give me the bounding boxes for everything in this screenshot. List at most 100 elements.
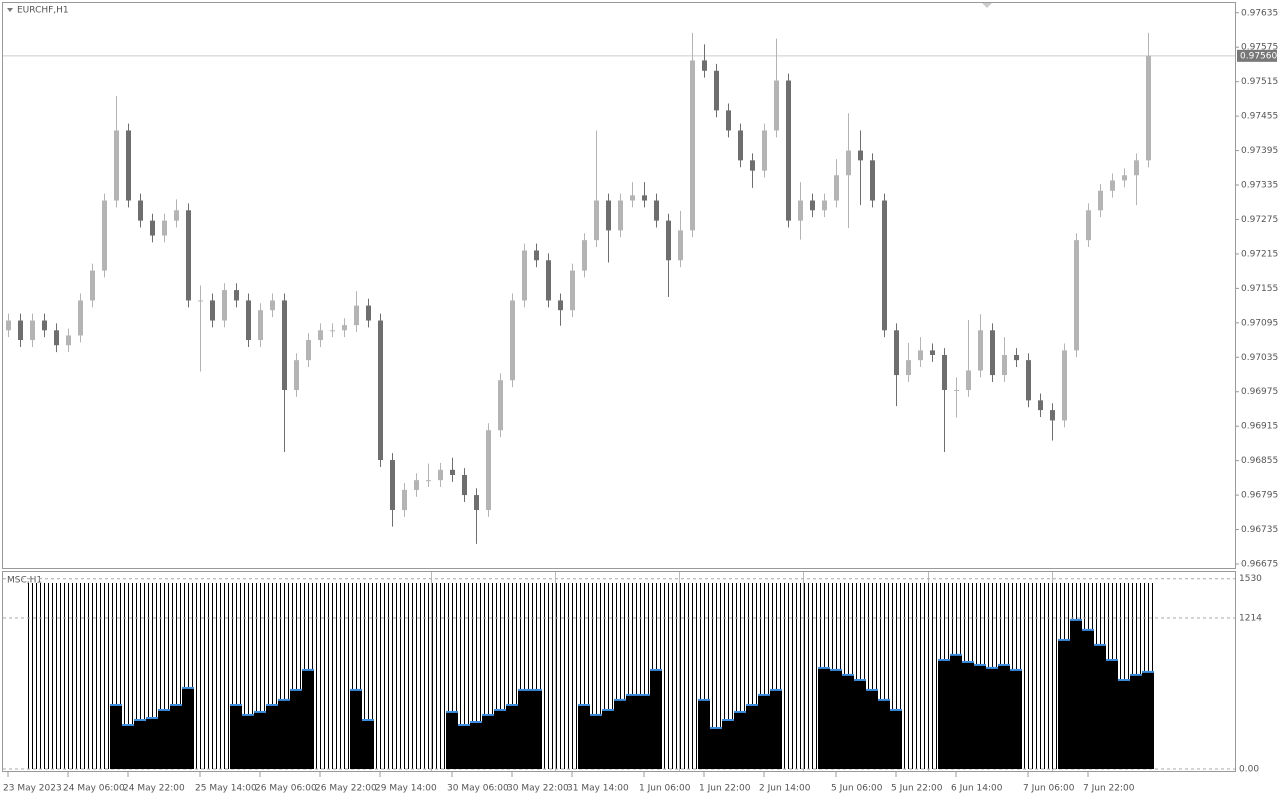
candle-body — [1050, 410, 1055, 421]
bar — [698, 699, 710, 769]
bar — [974, 664, 986, 769]
x-tick-label: 26 May 22:00 — [315, 784, 377, 794]
bar — [1106, 659, 1118, 769]
bar — [482, 714, 494, 769]
candle-body — [642, 195, 647, 201]
candle-body — [870, 160, 875, 201]
y-tick-label: 0.97215 — [1241, 249, 1278, 259]
candle-body — [678, 230, 683, 261]
bar — [254, 711, 266, 769]
y-tick-label: 0.97095 — [1241, 318, 1278, 328]
bar — [1058, 639, 1070, 769]
candle-body — [1098, 190, 1103, 211]
candle-body — [402, 489, 407, 511]
y-tick-label: 0.97515 — [1241, 77, 1278, 87]
candle-body — [762, 130, 767, 171]
bar — [362, 720, 374, 769]
x-tick-label: 30 May 22:00 — [507, 784, 569, 794]
y-tick-label: 0.96675 — [1241, 559, 1278, 569]
y-tick-label: 0.97455 — [1241, 112, 1278, 122]
bar — [1142, 671, 1154, 769]
candle-body — [1038, 400, 1043, 411]
bar — [1118, 679, 1130, 769]
bar — [986, 667, 998, 769]
x-tick-label: 7 Jun 06:00 — [1023, 784, 1075, 794]
bar — [890, 709, 902, 769]
candle-body — [618, 200, 623, 231]
candle-body — [246, 300, 251, 341]
x-tick-label: 29 May 14:00 — [375, 784, 437, 794]
candle-body — [846, 150, 851, 176]
bar — [530, 689, 542, 769]
candle-body — [30, 320, 35, 341]
bar — [446, 711, 458, 769]
candle-body — [1062, 350, 1067, 421]
candle-body — [450, 469, 455, 475]
candle-body — [366, 305, 371, 321]
candle-body — [474, 495, 479, 511]
y-tick-label: 0.97035 — [1241, 353, 1278, 363]
bar — [494, 709, 506, 769]
bar — [350, 689, 362, 769]
candle-body — [1086, 210, 1091, 241]
candle-body — [834, 175, 839, 201]
bar — [758, 694, 770, 769]
y-tick-label: 0.96735 — [1241, 525, 1278, 535]
candle-body — [1110, 180, 1115, 191]
bar — [278, 699, 290, 769]
shift-marker — [982, 3, 992, 8]
indicator-title: MSC,H1 — [7, 576, 42, 586]
bar — [1082, 629, 1094, 769]
x-tick-label: 23 May 2023 — [3, 784, 62, 794]
y-tick-label: 0.97395 — [1241, 146, 1278, 156]
candle-body — [1122, 175, 1127, 181]
bar — [650, 669, 662, 769]
bar — [722, 720, 734, 769]
bar — [506, 704, 518, 769]
candle-body — [522, 250, 527, 301]
bar — [1094, 644, 1106, 769]
bar — [830, 669, 842, 769]
bar — [746, 704, 758, 769]
candle-body — [294, 360, 299, 391]
y-tick-label: 0.96915 — [1241, 422, 1278, 432]
x-tick-label: 25 May 14:00 — [195, 784, 257, 794]
candle-body — [114, 130, 119, 201]
candle-body — [666, 220, 671, 261]
x-tick-label: 7 Jun 22:00 — [1083, 784, 1135, 794]
menu-arrow[interactable] — [7, 8, 13, 12]
candle-body — [1014, 354, 1019, 361]
candle-body — [486, 430, 491, 511]
candle-body — [426, 480, 431, 482]
candle-body — [978, 330, 983, 371]
bar — [242, 714, 254, 769]
candle-body — [774, 80, 779, 131]
candle-body — [654, 200, 659, 221]
bar — [590, 714, 602, 769]
candle-body — [234, 290, 239, 301]
candle-body — [858, 150, 863, 161]
candle-body — [198, 300, 203, 302]
candle-body — [342, 325, 347, 331]
candle-body — [318, 330, 323, 341]
candle-body — [54, 330, 59, 346]
candle-body — [594, 200, 599, 241]
bar — [290, 689, 302, 769]
x-tick-label: 2 Jun 14:00 — [759, 784, 811, 794]
x-tick-label: 5 Jun 22:00 — [891, 784, 943, 794]
candle-body — [390, 460, 395, 511]
candle-body — [1002, 354, 1007, 376]
candle-body — [438, 469, 443, 481]
y-tick-label: 1530 — [1239, 574, 1262, 584]
candle-body — [726, 110, 731, 131]
bar — [710, 727, 722, 769]
candle-body — [906, 360, 911, 376]
candle-body — [702, 60, 707, 71]
bar — [626, 694, 638, 769]
price-label-box — [1237, 49, 1277, 62]
candle-body — [18, 320, 23, 341]
y-tick-label: 1214 — [1239, 614, 1262, 624]
candle-body — [102, 200, 107, 271]
candle-body — [138, 200, 143, 221]
x-tick-label: 1 Jun 22:00 — [699, 784, 751, 794]
